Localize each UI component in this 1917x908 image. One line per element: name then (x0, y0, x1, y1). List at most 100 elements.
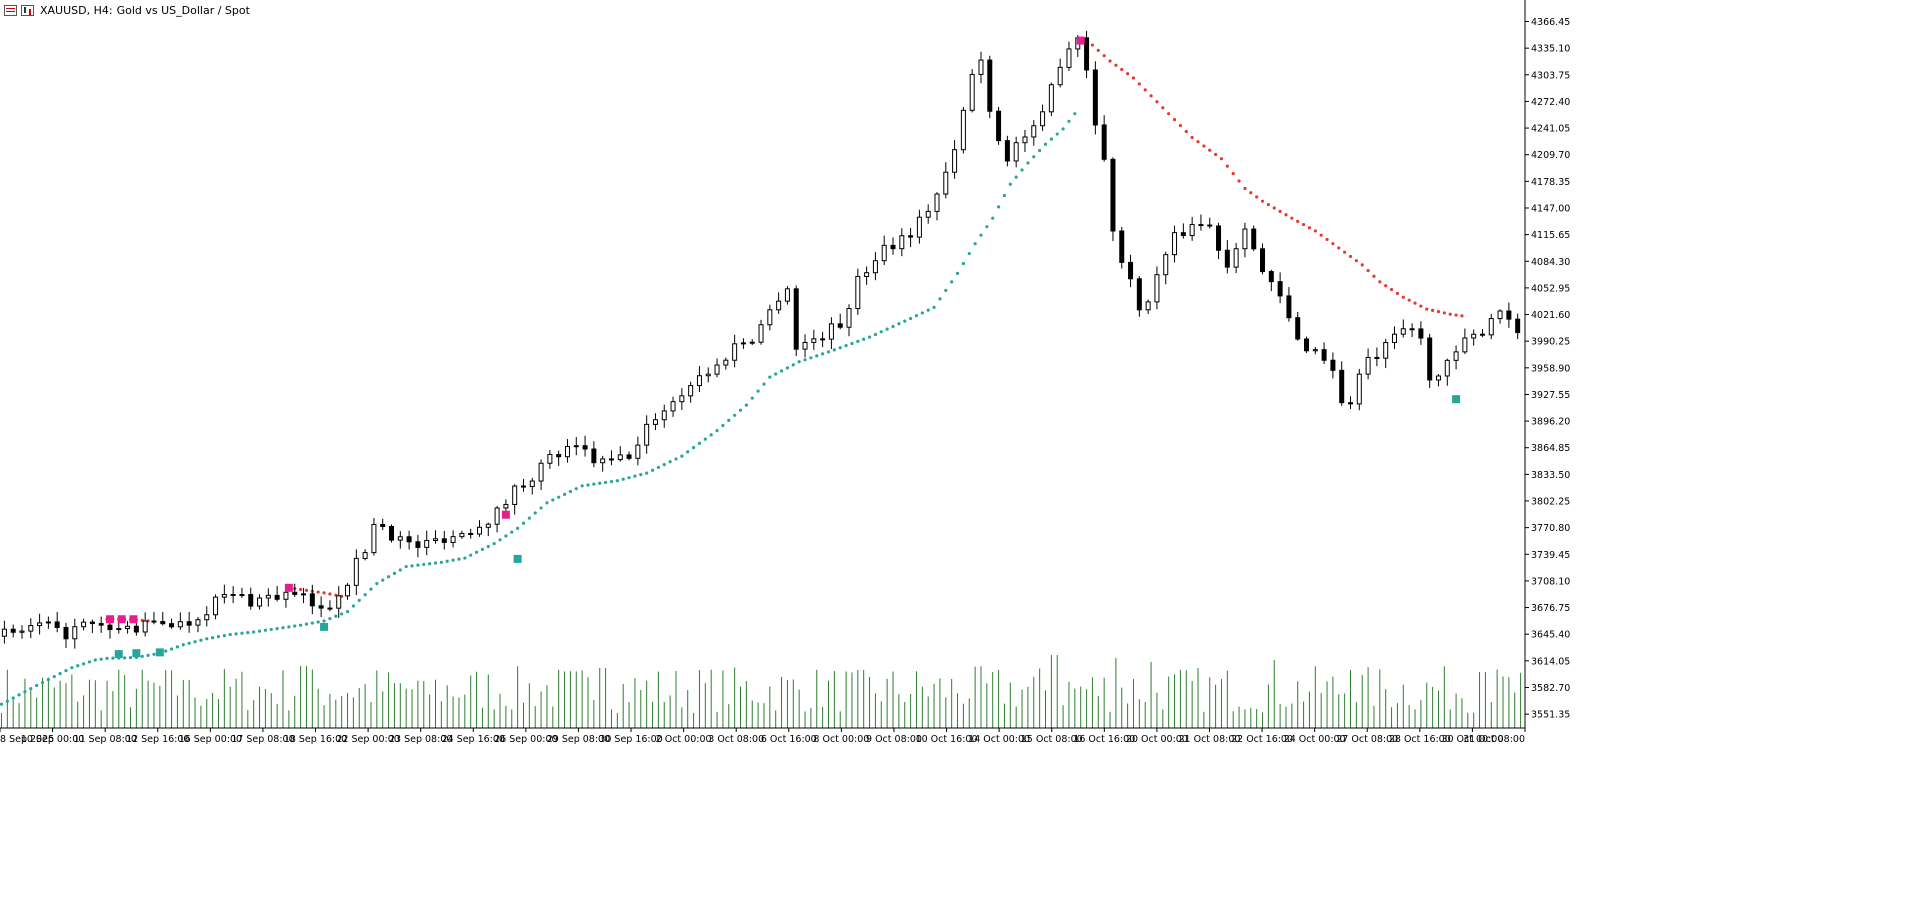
sar-dot-down (322, 591, 326, 595)
buy-signal-marker (132, 649, 141, 658)
price-tick-label: 3833.50 (1531, 470, 1570, 481)
candle-body (389, 525, 395, 541)
candle-body (1013, 142, 1019, 162)
sar-dot-up (873, 332, 878, 337)
sar-dot-up (252, 630, 256, 634)
candle-body (353, 557, 359, 586)
candle-body (626, 454, 632, 459)
candle-body (1453, 351, 1459, 361)
sar-dot-up (662, 462, 666, 467)
price-tick-label: 3739.45 (1531, 550, 1570, 561)
candle-body (1004, 140, 1010, 162)
time-tick-label: 17 Sep 08:00 (231, 734, 294, 745)
sar-dot-down (328, 592, 332, 596)
candle-body (899, 235, 905, 250)
sar-dot-up (967, 251, 971, 256)
sar-dot-up (23, 690, 27, 694)
sar-dot-up (1020, 168, 1024, 172)
candle-body (952, 149, 958, 173)
sar-dot-down (1114, 63, 1118, 67)
candle-body (1066, 48, 1072, 68)
sar-dot-up (70, 666, 74, 670)
sar-dot-up (533, 511, 537, 515)
candle-body (1286, 295, 1292, 319)
sar-dot-up (809, 356, 813, 360)
candle-body (257, 597, 263, 607)
sar-dot-up (1038, 148, 1042, 153)
sar-dot-up (615, 479, 619, 483)
candle-body (925, 210, 931, 218)
sar-dot-up (392, 571, 397, 575)
candle-body (802, 341, 808, 350)
sar-dot-up (621, 477, 625, 481)
sar-dot-up (410, 564, 414, 568)
sar-dot-down (1425, 307, 1429, 311)
candle-body (1339, 369, 1345, 404)
sar-dot-up (791, 363, 795, 367)
sell-signal-marker (117, 615, 126, 624)
sar-dot-up (422, 562, 426, 567)
sar-dot-up (474, 550, 479, 554)
sar-dot-down (1436, 310, 1441, 314)
price-tick-label: 3551.35 (1531, 710, 1570, 721)
sar-dot-up (709, 433, 713, 437)
candle-body (476, 526, 482, 535)
sar-dot-down (1419, 304, 1423, 308)
candle-body (1207, 224, 1213, 227)
price-tick-label: 4052.95 (1531, 283, 1570, 294)
candle-body (1224, 249, 1230, 268)
sar-dot-up (756, 389, 760, 393)
candle-body (740, 342, 746, 345)
sar-dot-up (504, 534, 508, 538)
time-tick-label: 29 Sep 08:00 (547, 734, 610, 745)
candle-body (582, 445, 588, 450)
sar-dot-down (1331, 242, 1335, 246)
candle-body (1479, 333, 1485, 336)
sar-dot-down (1360, 263, 1364, 267)
sar-dot-down (1372, 274, 1376, 278)
candle-body (978, 59, 984, 75)
sar-dot-up (627, 476, 631, 480)
buy-signal-marker (114, 650, 123, 659)
sar-dot-up (821, 352, 825, 356)
sar-dot-down (1448, 312, 1452, 316)
sar-dot-up (510, 530, 514, 534)
sar-dot-up (269, 627, 273, 632)
candle-body (1409, 328, 1415, 331)
candle-body (1260, 248, 1266, 273)
sar-dot-up (598, 481, 602, 485)
candle-body (872, 260, 878, 274)
candle-body (1040, 111, 1046, 127)
candle-body (98, 623, 104, 626)
candle-body (969, 73, 975, 111)
sar-dot-up (234, 632, 238, 636)
time-tick-label: 31 Oct 08:00 (1463, 734, 1525, 745)
candle-body (908, 235, 914, 238)
candle-body (1180, 232, 1186, 237)
sar-dot-down (1131, 76, 1136, 80)
candle-body (1110, 158, 1116, 232)
sar-dot-up (592, 482, 596, 486)
sar-dot-down (1208, 148, 1212, 152)
sar-dot-down (1319, 233, 1323, 237)
sar-dot-down (1284, 213, 1288, 217)
candle-body (133, 625, 139, 633)
sar-dot-up (1014, 175, 1018, 179)
candle-body (1435, 375, 1441, 381)
sar-dot-up (909, 316, 913, 321)
candle-body (1497, 310, 1503, 320)
time-tick-label: 15 Oct 08:00 (1021, 734, 1083, 745)
candle-body (1348, 402, 1354, 405)
sar-dot-down (1108, 59, 1112, 63)
sar-dot-down (1231, 171, 1235, 176)
sar-dot-up (381, 578, 385, 582)
chart-menu-icon[interactable] (4, 4, 17, 16)
sar-dot-up (5, 699, 9, 703)
candle-body (274, 594, 280, 600)
sar-dot-down (1413, 301, 1417, 305)
chart-type-icon[interactable] (21, 4, 34, 16)
sar-dot-down (1313, 229, 1317, 233)
sar-dot-down (1337, 246, 1341, 250)
